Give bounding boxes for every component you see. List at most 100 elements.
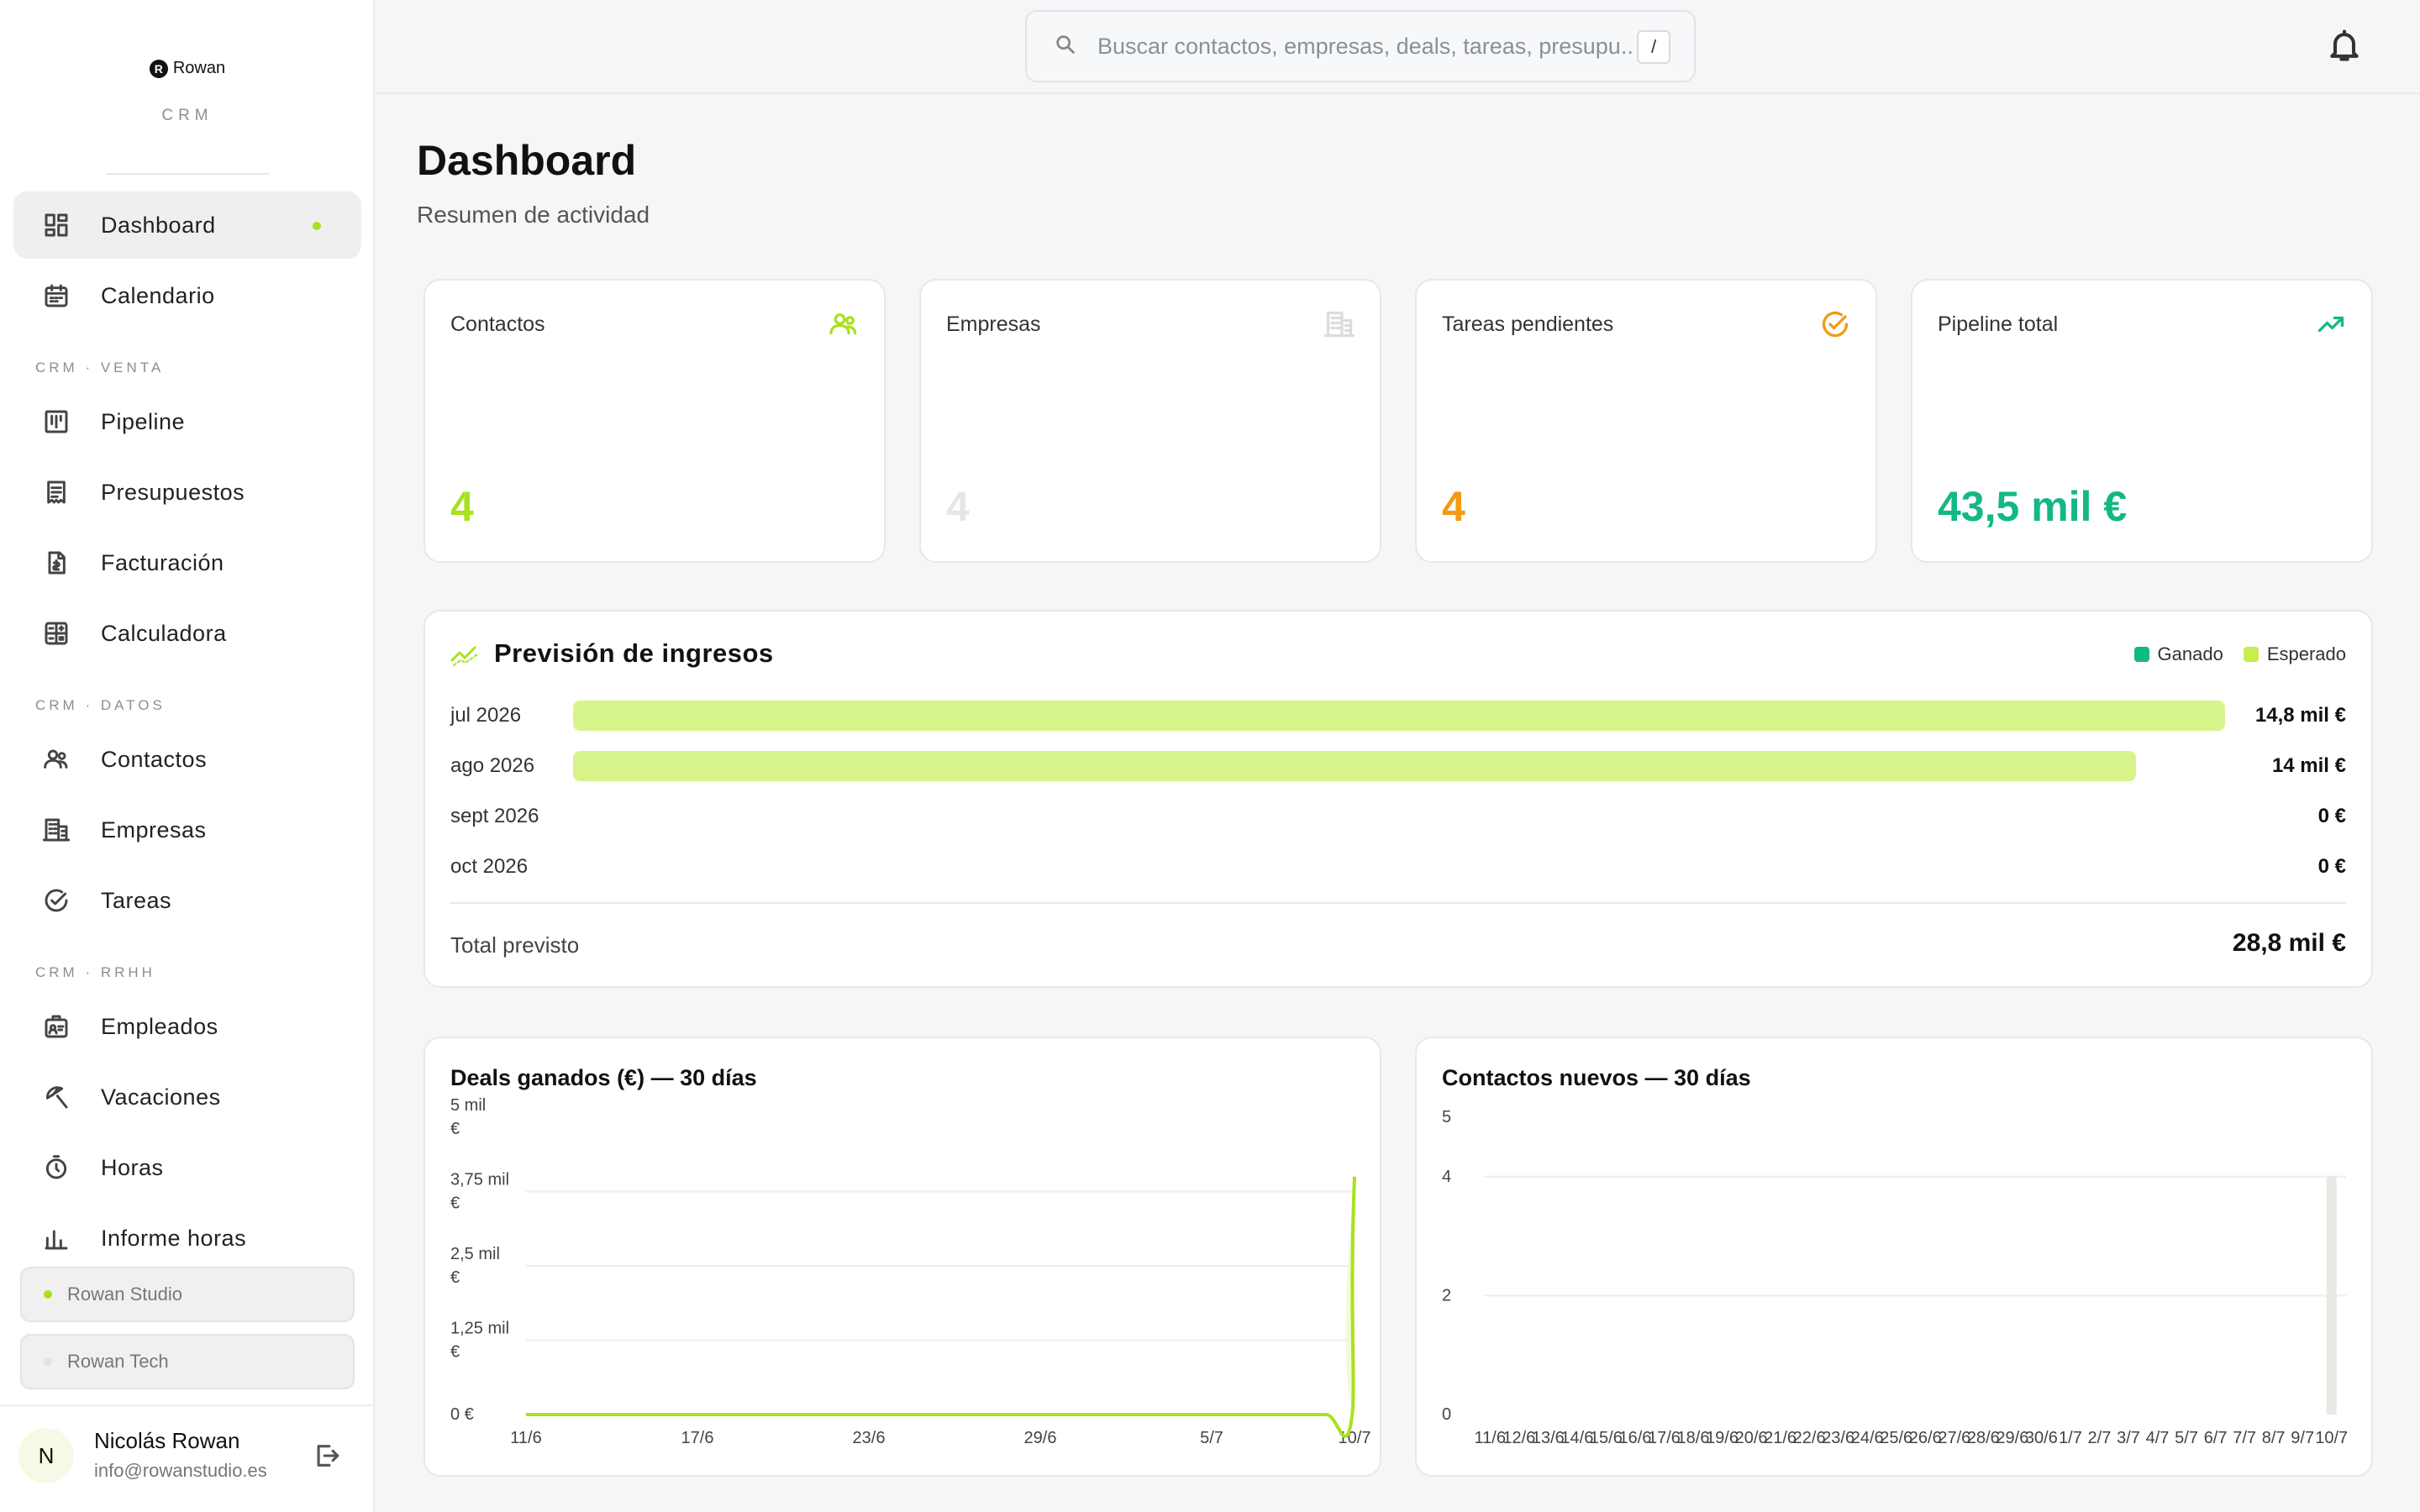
sidebar-item-facturacion[interactable]: Facturación xyxy=(13,529,361,596)
user-email: info@rowanstudio.es xyxy=(94,1460,267,1481)
workspace-rowan-studio[interactable]: Rowan Studio xyxy=(20,1267,355,1322)
timer-icon xyxy=(42,1153,71,1182)
user-panel: N Nicolás Rowan info@rowanstudio.es xyxy=(0,1404,375,1512)
invoice-icon xyxy=(42,549,71,577)
x-tick-label: 4/7 xyxy=(2146,1429,2170,1447)
x-tick-label: 26/6 xyxy=(1909,1429,1942,1447)
x-tick-label: 9/7 xyxy=(2291,1429,2314,1447)
search-shortcut-key: / xyxy=(1637,30,1670,64)
sidebar-item-calculadora[interactable]: Calculadora xyxy=(13,600,361,667)
sidebar-item-empleados[interactable]: Empleados xyxy=(13,993,361,1060)
chart-title: Deals ganados (€) — 30 días xyxy=(450,1065,757,1090)
x-tick-label: 11/6 xyxy=(510,1429,541,1447)
legend-item-ganado: Ganado xyxy=(2133,643,2223,665)
sidebar-item-label: Contactos xyxy=(101,746,208,772)
stat-value: 4 xyxy=(946,483,970,530)
forecast-amount: 14,8 mil € xyxy=(2254,704,2346,727)
workspace-status-dot xyxy=(44,1290,52,1299)
building-icon xyxy=(1323,309,1355,339)
stat-label: Empresas xyxy=(946,312,1041,336)
y-tick-label: 2 xyxy=(1442,1286,1451,1305)
sidebar-item-label: Presupuestos xyxy=(101,479,245,505)
stat-label: Contactos xyxy=(450,312,545,336)
stat-label: Tareas pendientes xyxy=(1442,312,1614,336)
x-tick-label: 22/6 xyxy=(1793,1429,1826,1447)
stat-card-tareas[interactable]: Tareas pendientes 4 xyxy=(1415,279,1877,563)
forecast-amount: 14 mil € xyxy=(2271,754,2346,777)
sidebar-item-label: Vacaciones xyxy=(101,1084,221,1110)
brand-logo[interactable]: R Rowan xyxy=(149,59,226,78)
topbar: / xyxy=(375,0,2420,94)
x-tick-label: 14/6 xyxy=(1560,1429,1593,1447)
sidebar-item-presupuestos[interactable]: Presupuestos xyxy=(13,459,361,526)
chart-title: Contactos nuevos — 30 días xyxy=(1442,1065,1751,1090)
search-input[interactable] xyxy=(1097,33,1635,60)
y-tick-label: 5 mil € xyxy=(450,1096,486,1138)
x-tick-label: 18/6 xyxy=(1677,1429,1710,1447)
forecast-bar[interactable] xyxy=(573,751,2136,781)
stat-card-empresas[interactable]: Empresas 4 xyxy=(919,279,1381,563)
x-tick-label: 30/6 xyxy=(2025,1429,2058,1447)
forecast-row: sept 2026 0 € xyxy=(450,800,2346,833)
beach-icon xyxy=(42,1083,71,1111)
bar xyxy=(2326,1176,2337,1415)
forecast-total-value: 28,8 mil € xyxy=(2232,929,2346,957)
calendar-icon xyxy=(42,281,71,310)
avatar[interactable]: N xyxy=(18,1428,74,1483)
section-label-datos: CRM · DATOS xyxy=(35,697,166,713)
x-tick-label: 10/7 xyxy=(2315,1429,2348,1447)
stat-card-contactos[interactable]: Contactos 4 xyxy=(424,279,886,563)
forecast-month: sept 2026 xyxy=(450,805,539,827)
user-name: Nicolás Rowan xyxy=(94,1428,240,1453)
logo-text: Rowan xyxy=(172,59,226,77)
stat-card-pipeline[interactable]: Pipeline total 43,5 mil € xyxy=(1911,279,2373,563)
series-line xyxy=(526,1176,1356,1438)
receipt-icon xyxy=(42,478,71,507)
logout-icon[interactable] xyxy=(313,1441,341,1470)
sidebar-item-label: Empleados xyxy=(101,1013,218,1039)
sidebar-item-calendario[interactable]: Calendario xyxy=(13,262,361,329)
contacts-bar-chart: 0 2 4 5 11/612/613/614/615/616/617/618/619/6… xyxy=(1442,1108,2348,1447)
sidebar-item-empresas[interactable]: Empresas xyxy=(13,796,361,864)
y-tick-label: 4 xyxy=(1442,1168,1451,1186)
stat-value: 4 xyxy=(450,483,474,530)
trending-up-icon xyxy=(2316,309,2346,339)
workspace-rowan-tech[interactable]: Rowan Tech xyxy=(20,1334,355,1389)
forecast-month: jul 2026 xyxy=(450,704,522,727)
sidebar-item-vacaciones[interactable]: Vacaciones xyxy=(13,1063,361,1131)
contacts-icon xyxy=(42,745,71,774)
sidebar-item-contactos[interactable]: Contactos xyxy=(13,726,361,793)
sidebar-item-tareas[interactable]: Tareas xyxy=(13,867,361,934)
contacts-chart-card: Contactos nuevos — 30 días 0 2 4 5 11/6 12/6 1… xyxy=(1415,1037,2373,1477)
x-tick-label: 8/7 xyxy=(2262,1429,2286,1447)
sidebar-item-informe-horas[interactable]: Informe horas xyxy=(13,1205,361,1272)
legend-label: Esperado xyxy=(2266,643,2346,664)
sidebar: R Rowan CRM Dashboard Calendario CRM · V… xyxy=(0,0,375,1512)
brand-divider xyxy=(106,173,269,175)
x-tick-label: 2/7 xyxy=(2088,1429,2112,1447)
forecast-title: Previsión de ingresos xyxy=(494,638,774,668)
x-tick-label: 1/7 xyxy=(2059,1429,2082,1447)
sidebar-item-horas[interactable]: Horas xyxy=(13,1134,361,1201)
x-tick-label: 29/6 xyxy=(1024,1429,1057,1447)
y-tick-label: 0 € xyxy=(450,1405,474,1424)
y-tick-label: 0 xyxy=(1442,1405,1451,1424)
x-tick-label: 29/6 xyxy=(1996,1429,2028,1447)
bell-icon[interactable] xyxy=(2326,27,2363,64)
y-tick-label: 2,5 mil € xyxy=(450,1245,500,1287)
x-tick-label: 5/7 xyxy=(1200,1429,1223,1447)
x-tick-label: 3/7 xyxy=(2117,1429,2140,1447)
forecast-bar[interactable] xyxy=(573,701,2225,731)
badge-icon xyxy=(42,1012,71,1041)
sidebar-item-label: Tareas xyxy=(101,887,172,913)
sidebar-item-pipeline[interactable]: Pipeline xyxy=(13,388,361,455)
brand: R Rowan CRM xyxy=(0,59,375,125)
x-tick-label: 25/6 xyxy=(1880,1429,1912,1447)
brand-subtitle: CRM xyxy=(161,107,213,124)
legend-swatch xyxy=(2133,647,2149,662)
workspace-label: Rowan Studio xyxy=(67,1284,182,1305)
sidebar-item-dashboard[interactable]: Dashboard xyxy=(13,192,361,259)
search-bar[interactable]: / xyxy=(1025,10,1696,82)
x-tick-label: 15/6 xyxy=(1590,1429,1623,1447)
pipeline-icon xyxy=(42,407,71,436)
